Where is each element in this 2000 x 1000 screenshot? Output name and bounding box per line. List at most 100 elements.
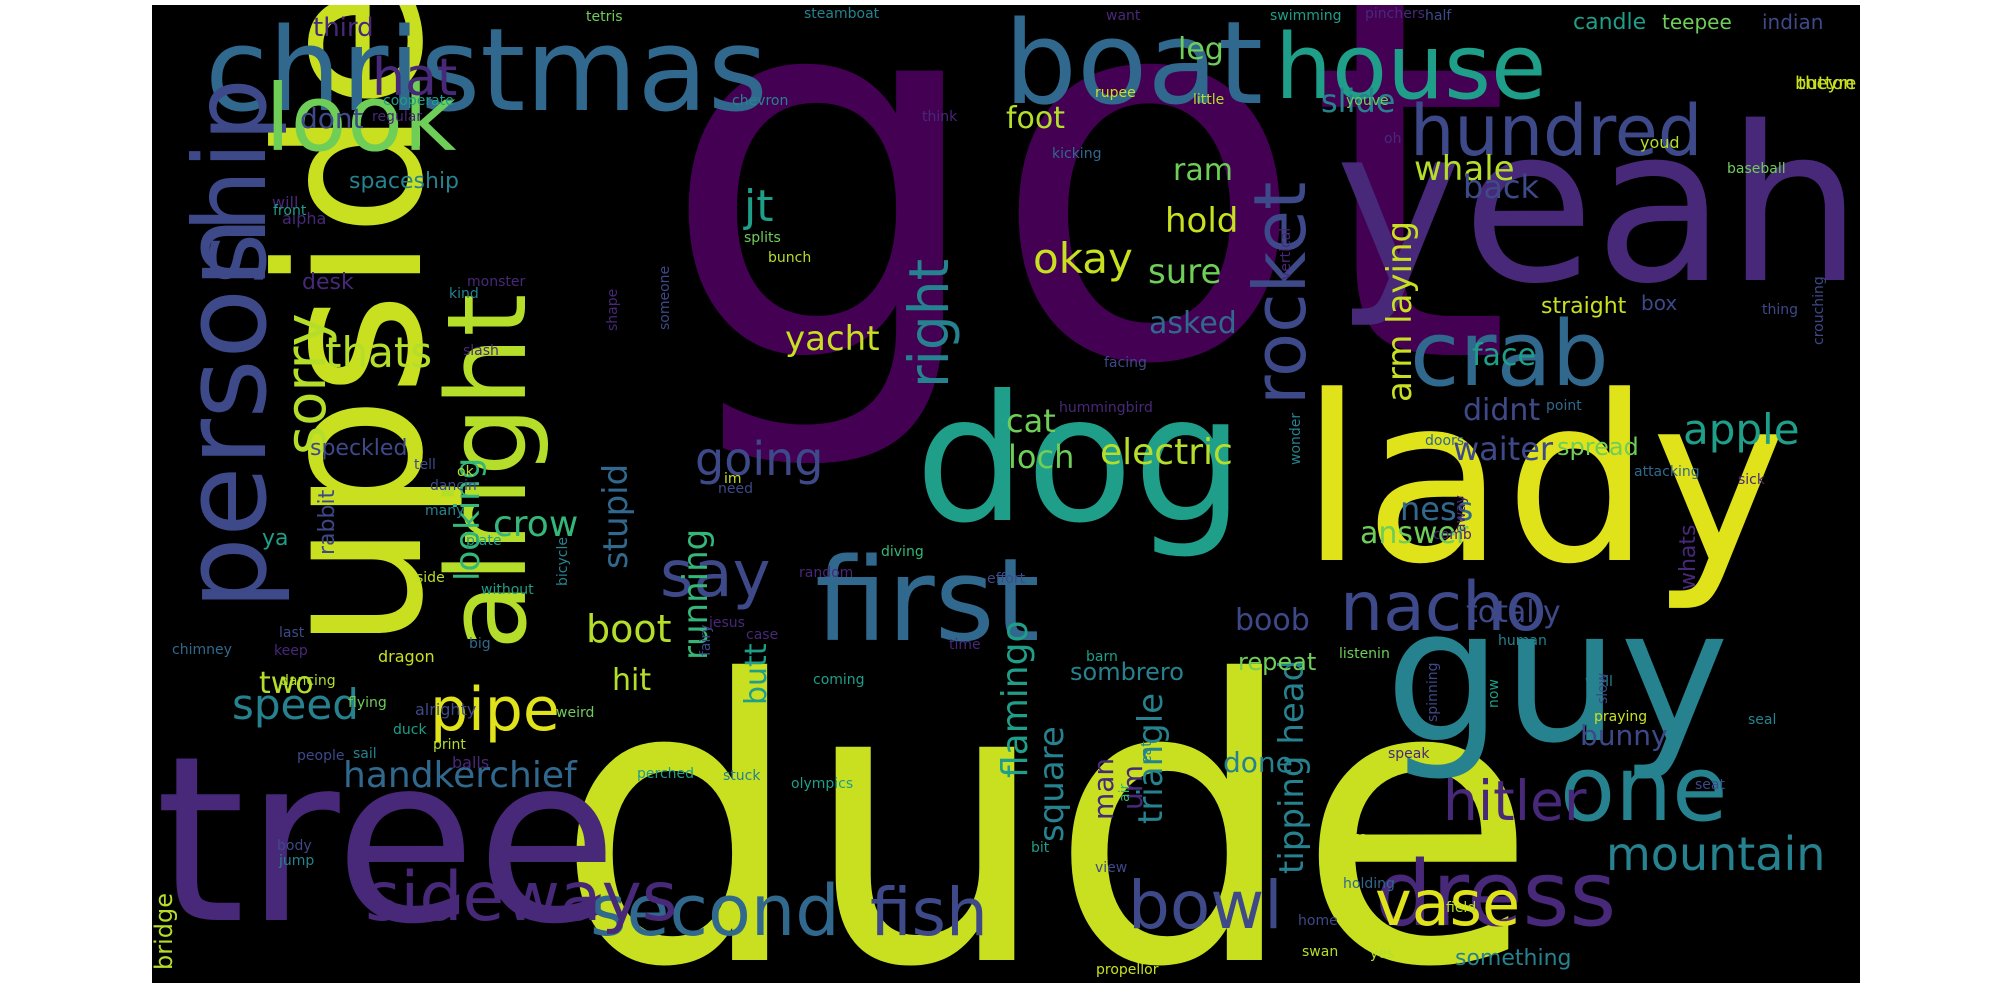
word-something: something (1455, 946, 1571, 971)
word-alright: alright (423, 294, 551, 650)
word-sure: sure (1148, 252, 1221, 292)
word-rupee: rupee (1095, 85, 1136, 101)
word-effort: effort (987, 571, 1026, 587)
word-im: im (724, 471, 742, 487)
word-speed: speed (232, 680, 359, 729)
word-cat: cat (1006, 402, 1056, 440)
word-jump: jump (278, 853, 314, 869)
word-random: random (799, 565, 853, 581)
word-now: now (1486, 679, 1502, 708)
word-looking: looking (448, 458, 488, 581)
word-going: going (695, 432, 823, 486)
word-sideways: sideways (365, 858, 677, 937)
word-boat: boat (1004, 5, 1263, 131)
word-perched: perched (637, 766, 694, 782)
word-without: without (481, 582, 534, 598)
word-teepee: teepee (1662, 10, 1732, 34)
word-oh: oh (1384, 131, 1401, 147)
word-swan: swan (1302, 944, 1338, 960)
word-balls: balls (452, 753, 489, 772)
word-case: case (746, 627, 778, 643)
word-wonder: wonder (1288, 413, 1304, 465)
word-christmas: christmas (205, 5, 768, 138)
word-well: well (1585, 674, 1613, 690)
word-need: need (718, 481, 753, 497)
word-pinchers: pinchers (1365, 6, 1425, 22)
word-listenin: listenin (1339, 646, 1390, 662)
word-third: third (313, 13, 374, 43)
word-upside: upside (235, 5, 468, 650)
word-cloud: got dude lady yeah upside tree dog guy christmas… (152, 5, 1860, 983)
word-point: point (1546, 398, 1582, 414)
word-fish: fish (870, 874, 988, 951)
word-theyre: theyre (1798, 73, 1856, 94)
word-indian: indian (1762, 10, 1823, 34)
word-didnt: didnt (1463, 393, 1540, 428)
word-tree: tree (155, 708, 618, 975)
word-um: um (1116, 765, 1149, 810)
word-dude: dude (555, 598, 1537, 983)
word-dress: dress (1375, 842, 1616, 947)
word-spaceship: spaceship (349, 169, 459, 194)
word-front: front (273, 203, 307, 219)
word-hit: hit (612, 663, 651, 698)
word-flying: flying (348, 695, 387, 711)
word-comb: comb (1433, 527, 1472, 543)
word-right: right (897, 259, 961, 388)
word-fairy: fairy (698, 625, 714, 656)
word-person: person (159, 216, 293, 610)
word-splits: splits (744, 230, 781, 246)
word-lets: lets (1341, 830, 1366, 846)
word-running: running (676, 529, 716, 660)
word-lady: lady (1300, 348, 1787, 615)
word-bunch: bunch (768, 250, 811, 266)
word-regular: regular (372, 109, 422, 125)
word-stupid: stupid (596, 464, 636, 569)
word-slide: slide (1321, 82, 1395, 120)
word-pipe: pipe (430, 675, 560, 745)
word-kind: kind (449, 286, 479, 302)
word-swimming: swimming (1270, 8, 1342, 24)
word-hat: hat (372, 48, 457, 108)
word-nacho: nacho (1340, 568, 1547, 647)
word-spread: spread (1557, 433, 1639, 461)
word-speckled: speckled (310, 436, 407, 461)
word-mountain: mountain (1606, 827, 1825, 881)
word-home: home (1298, 913, 1338, 929)
word-straight: straight (1541, 294, 1627, 319)
word-foot: foot (1006, 101, 1065, 136)
word-first: first (815, 534, 1040, 668)
word-weird: weird (556, 705, 594, 721)
word-facing: facing (1104, 355, 1147, 371)
word-yes: yes (1370, 946, 1394, 962)
word-will: will (272, 193, 298, 212)
word-view: view (1095, 860, 1127, 876)
word-jesus: jesus (708, 615, 745, 631)
word-sick: sick (1738, 472, 1766, 488)
word-look: look (265, 65, 457, 172)
word-second: second (590, 870, 840, 952)
word-last: last (279, 625, 305, 641)
word-slow: slow (1595, 673, 1611, 704)
word-slash: slash (463, 343, 499, 359)
word-think: think (922, 109, 958, 125)
word-electric: electric (1100, 432, 1233, 473)
word-vase: vase (1375, 867, 1520, 940)
word-big: big (469, 636, 491, 652)
word-bridge: bridge (152, 893, 178, 970)
word-hundred: hundred (1410, 90, 1702, 172)
word-button: button (1795, 73, 1854, 94)
word-eat: eat (1139, 741, 1155, 764)
word-butt: butt (739, 643, 774, 705)
word-steamboat: steamboat (804, 6, 880, 22)
word-seat: seat (1695, 777, 1725, 793)
word-want: want (1106, 8, 1141, 24)
word-got: got (660, 5, 1512, 478)
word-field: field (1446, 900, 1476, 916)
word-ok: ok (457, 464, 475, 480)
word-guy: guy (1385, 568, 1729, 784)
word-square: square (1032, 726, 1072, 842)
word-hitler: hitler (1443, 769, 1587, 833)
word-bicycle: bicycle (555, 537, 571, 586)
word-apple: apple (1683, 405, 1800, 454)
